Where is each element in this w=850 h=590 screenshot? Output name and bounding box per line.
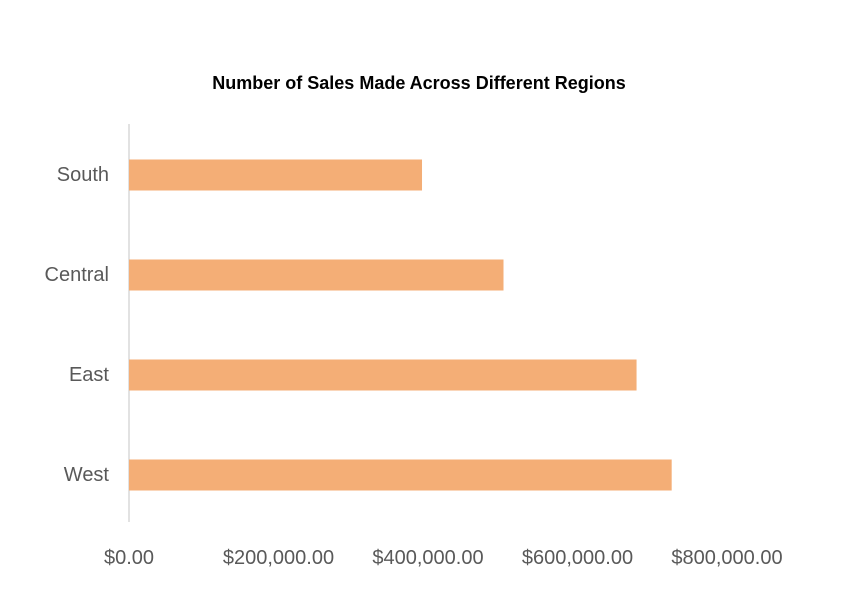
chart-title: Number of Sales Made Across Different Re… [212,73,626,93]
bar-central [129,259,504,291]
bar-south [129,159,423,191]
category-label-east: East [69,364,109,386]
x-tick-label: $200,000.00 [223,547,334,569]
category-label-south: South [57,164,109,186]
x-tick-label: $0.00 [104,547,154,569]
bar-west [129,459,672,491]
x-tick-label: $400,000.00 [372,547,483,569]
category-label-west: West [64,464,110,486]
x-tick-label: $600,000.00 [522,547,633,569]
x-tick-label: $800,000.00 [671,547,782,569]
category-label-central: Central [45,264,109,286]
bar-east [129,359,637,391]
